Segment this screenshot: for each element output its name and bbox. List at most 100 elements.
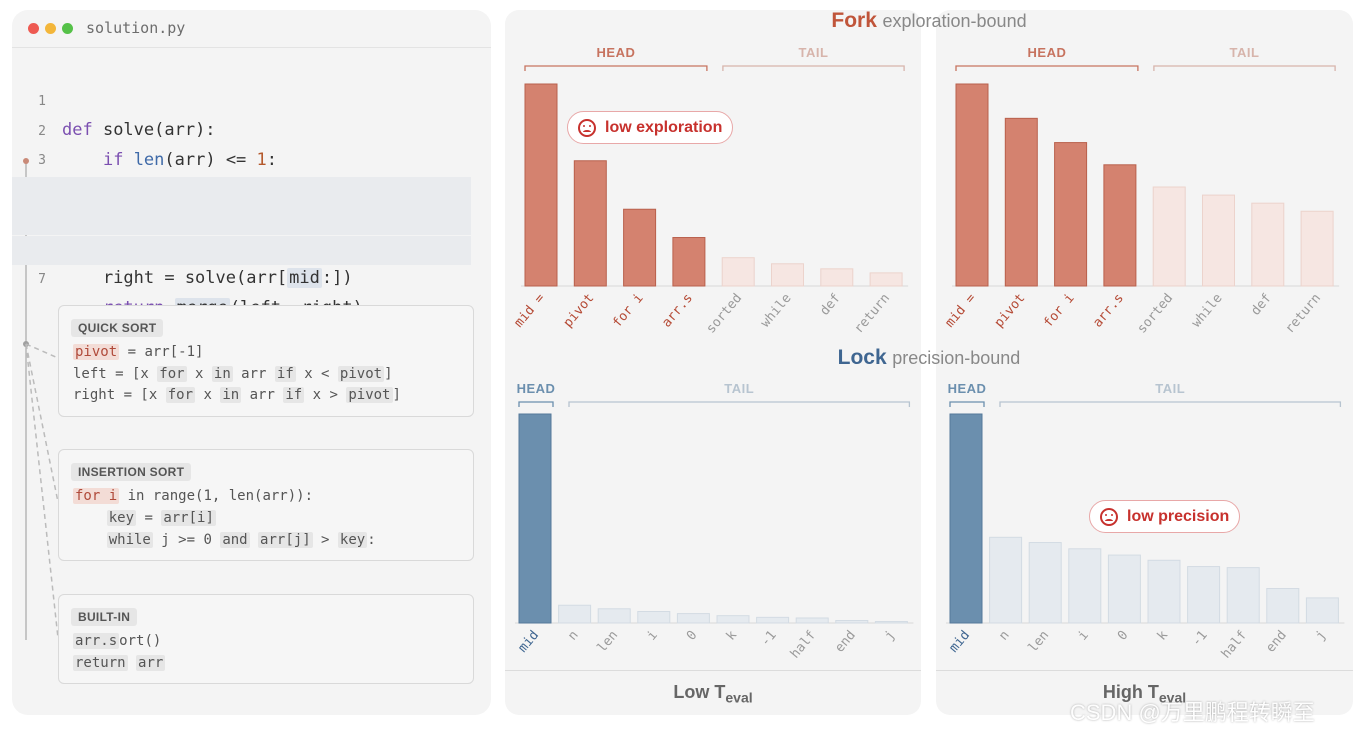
insertion-sort-card[interactable]: INSERTION SORT for i in range(1, len(arr… (58, 449, 474, 561)
bar (1305, 597, 1339, 624)
low-t-eval-label: Low Teval (673, 682, 753, 706)
card-code-line: right = [x for x in arr if x > pivot] (73, 387, 401, 403)
bar (795, 617, 829, 624)
tick-label: -1 (1189, 628, 1211, 650)
quick-sort-card[interactable]: QUICK SORT pivot = arr[-1] left = [x for… (58, 305, 474, 417)
tick-label: half (1219, 628, 1251, 662)
built-in-card[interactable]: BUILT-IN arr.s ort() return arr (58, 594, 474, 684)
bar (1107, 554, 1141, 624)
tick-label: j (1313, 628, 1330, 644)
bar (672, 237, 706, 287)
tick-label: k (724, 628, 741, 644)
tail-label: TAIL (1155, 381, 1185, 396)
bar (1226, 567, 1260, 624)
bar (1147, 559, 1181, 624)
bar (949, 413, 983, 624)
code-line[interactable]: 3 return arr (12, 117, 471, 199)
bar (1068, 548, 1102, 624)
bar (558, 604, 592, 624)
bar (637, 611, 671, 624)
bar (721, 257, 755, 287)
low-exploration-badge: low exploration (567, 111, 734, 144)
tick-label: j (882, 628, 899, 644)
tick-label: 0 (684, 628, 701, 644)
tick-label: mid = (511, 291, 548, 331)
tick-label: mid (515, 628, 542, 656)
card-code-line: return arr (73, 655, 166, 671)
head-bracket (955, 65, 1139, 71)
code-line[interactable]: 2 if len(arr) <= 1: (12, 88, 471, 170)
tail-label: TAIL (724, 381, 754, 396)
code-text: if len(arr) <= 1: (102, 150, 278, 170)
line-number: 7 (38, 272, 46, 287)
editor-titlebar: solution.py (12, 10, 491, 48)
file-name: solution.py (86, 19, 186, 37)
tick-label: mid = (942, 291, 979, 331)
tick-label: return (851, 291, 893, 337)
tick-label: -1 (758, 628, 780, 650)
card-code-line: while j >= 0 and arr[j] > key: (106, 532, 376, 548)
code-line[interactable]: 7 return merge(left, right) (12, 236, 471, 318)
bar (955, 83, 989, 287)
bar (524, 83, 558, 287)
line-number: 3 (38, 153, 46, 168)
tail-label: TAIL (1230, 45, 1260, 60)
tail-bracket (999, 401, 1342, 407)
lock-low-t-chart: HEAD TAIL mid n len i 0 k -1 half end j (515, 381, 914, 662)
card-tag: QUICK SORT (71, 319, 164, 337)
maximize-dot-icon[interactable] (62, 23, 73, 34)
bar (1300, 210, 1334, 287)
fork-high-t-chart: HEAD TAIL mid = pivot for i arr.s sorted while d… (942, 45, 1340, 337)
tick-label: 0 (1115, 628, 1132, 644)
card-tag: BUILT-IN (71, 608, 138, 626)
code-text: right = solve(arr[mid:]) (62, 268, 353, 288)
tick-label: arr.s (1090, 291, 1127, 331)
head-bracket (949, 401, 985, 407)
bar (835, 619, 869, 624)
close-dot-icon[interactable] (28, 23, 39, 34)
head-label: HEAD (517, 381, 556, 396)
tick-label: while (1189, 291, 1226, 331)
code-editor-panel: solution.py 1 def solve(arr): 2 if len(a… (12, 10, 491, 715)
tick-label: def (817, 291, 844, 319)
tick-label: mid (946, 628, 973, 656)
tick-label: n (996, 628, 1013, 644)
fork-section-title: Fork exploration-bound (831, 9, 1027, 32)
tail-bracket (568, 401, 911, 407)
line-number: 1 (38, 94, 46, 109)
code-line[interactable]: 5 left = solve(arr[:mid]) (12, 177, 471, 259)
lock-section-title: Lock precision-bound (837, 346, 1021, 369)
tail-bracket (722, 65, 905, 71)
bar (597, 608, 631, 624)
bar (869, 272, 903, 287)
card-code-line: left = [x for x in arr if x < pivot] (73, 366, 393, 382)
card-code-line: arr.s ort() (73, 633, 162, 649)
bar (716, 615, 750, 624)
tail-label: TAIL (799, 45, 829, 60)
bar (756, 616, 790, 624)
bar (771, 263, 804, 287)
tail-bracket (1153, 65, 1336, 71)
minimize-dot-icon[interactable] (45, 23, 56, 34)
code-line[interactable]: 4 mid = len(arr) // 2 (12, 147, 471, 229)
sad-face-icon (1100, 507, 1118, 526)
tick-label: k (1155, 628, 1172, 644)
lock-high-t-chart: HEAD TAIL mid n len i 0 k -1 half end j (946, 381, 1345, 662)
tick-label: pivot (992, 291, 1029, 331)
head-bracket (524, 65, 708, 71)
tick-label: half (788, 628, 820, 662)
code-line[interactable]: 6 right = solve(arr[mid:]) (12, 206, 471, 288)
bar (1152, 186, 1186, 287)
bar (1054, 142, 1088, 287)
bar (874, 621, 908, 624)
tick-label: end (832, 628, 859, 656)
bar (1251, 202, 1285, 287)
code-line[interactable]: 1 def solve(arr): (12, 58, 471, 140)
head-label: HEAD (1028, 45, 1067, 60)
tick-label: i (1075, 628, 1092, 644)
tick-label: i (644, 628, 661, 644)
tick-label: n (565, 628, 582, 644)
bar (820, 268, 854, 287)
panel-divider (936, 670, 1353, 671)
bar (518, 413, 552, 624)
